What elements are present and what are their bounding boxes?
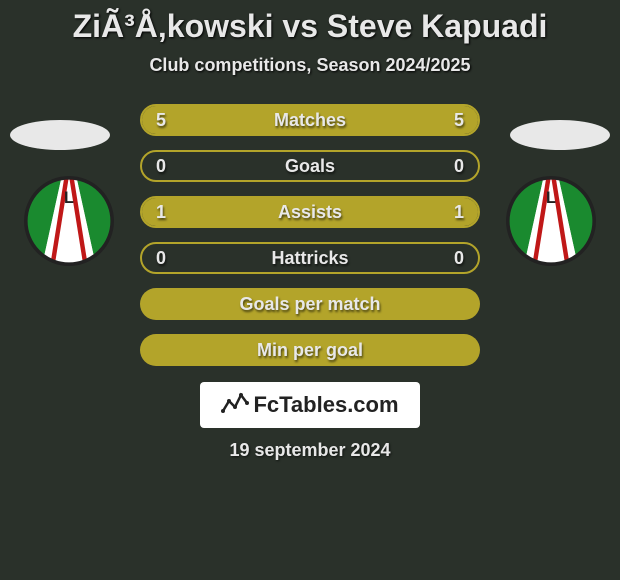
- stats-rows: 5 5 Matches 0 0 Goals 1 1 Assists 0 0 Hattricks Goal…: [140, 104, 480, 366]
- logo-icon: [221, 391, 249, 420]
- stat-value-left: 0: [156, 152, 166, 180]
- stat-value-right: 0: [454, 244, 464, 272]
- stat-label: Hattricks: [271, 248, 348, 269]
- stat-row: 0 0 Goals: [140, 150, 480, 182]
- stat-value-left: 5: [156, 106, 166, 134]
- page-title: ZiÃ³Å‚kowski vs Steve Kapuadi: [0, 0, 620, 45]
- site-logo: FcTables.com: [200, 382, 420, 428]
- stat-row: Goals per match: [140, 288, 480, 320]
- stat-label: Matches: [274, 110, 346, 131]
- player-avatar-right: [510, 120, 610, 150]
- date-label: 19 september 2024: [0, 440, 620, 461]
- stat-label: Goals: [285, 156, 335, 177]
- stat-value-left: 0: [156, 244, 166, 272]
- page-subtitle: Club competitions, Season 2024/2025: [0, 55, 620, 76]
- stat-value-right: 5: [454, 106, 464, 134]
- stat-value-right: 1: [454, 198, 464, 226]
- stat-row: Min per goal: [140, 334, 480, 366]
- stat-label: Assists: [278, 202, 342, 223]
- club-logo-left: L: [24, 176, 114, 266]
- svg-text:L: L: [546, 189, 556, 207]
- stat-row: 0 0 Hattricks: [140, 242, 480, 274]
- stat-label: Min per goal: [257, 340, 363, 361]
- site-logo-text: FcTables.com: [253, 392, 398, 418]
- player-avatar-left: [10, 120, 110, 150]
- stat-row: 1 1 Assists: [140, 196, 480, 228]
- stat-value-left: 1: [156, 198, 166, 226]
- stat-label: Goals per match: [239, 294, 380, 315]
- club-logo-right: L: [506, 176, 596, 266]
- svg-text:L: L: [64, 189, 74, 207]
- stat-value-right: 0: [454, 152, 464, 180]
- stat-row: 5 5 Matches: [140, 104, 480, 136]
